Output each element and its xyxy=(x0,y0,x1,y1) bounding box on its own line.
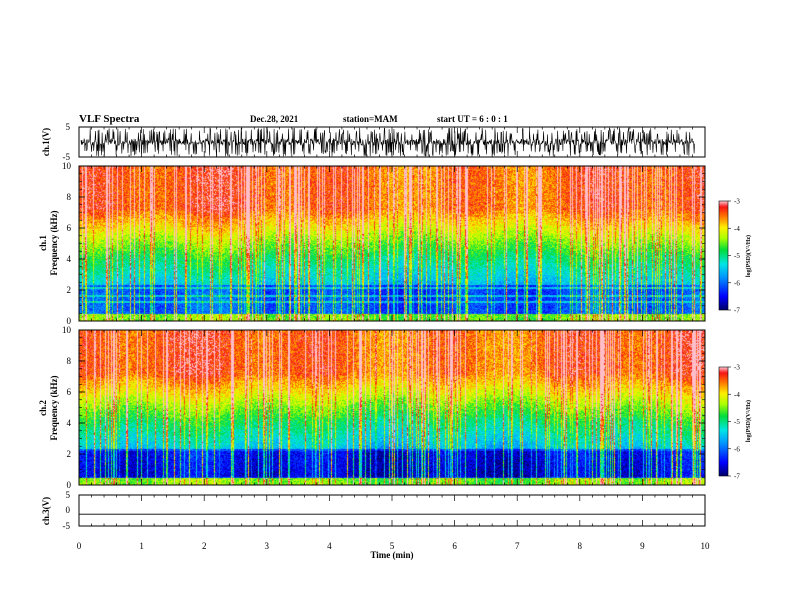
ch1-colorbar xyxy=(719,201,728,310)
colorbar-tick-label: -4 xyxy=(734,225,740,233)
x-tick-label: 7 xyxy=(515,541,520,551)
ch3-waveform-panel: 5 0 -5 ch.3(V) xyxy=(41,490,706,531)
x-axis-ticks xyxy=(78,127,706,526)
colorbar-tick-label: -6 xyxy=(734,445,740,453)
ch1-colorbar-label: log(PSD)(V²/Hz) xyxy=(745,235,752,277)
ch1-spectrogram-heatmap xyxy=(79,166,705,321)
ch1-spectrogram-ylabel: ch.1 xyxy=(38,235,48,251)
y-tick-label: 0 xyxy=(67,480,72,490)
ch3-ytick-top: 5 xyxy=(66,490,71,500)
colorbar-tick-label: -7 xyxy=(734,473,740,481)
ch1-ytick-top: 5 xyxy=(66,122,71,132)
ch3-ytick-mid: 0 xyxy=(66,505,71,515)
x-tick-label: 10 xyxy=(701,541,711,551)
ch1-waveform-ylabel: ch.1(V) xyxy=(41,128,51,156)
y-tick-label: 10 xyxy=(62,161,72,171)
ch1-waveform-trace xyxy=(80,127,696,157)
colorbar-tick-label: -5 xyxy=(734,418,740,426)
ch1-ytick-bottom: -5 xyxy=(63,152,71,162)
x-tick-label: 4 xyxy=(327,541,332,551)
colorbar-tick-label: -4 xyxy=(734,391,740,399)
x-tick-label: 1 xyxy=(139,541,144,551)
ch2-frequency-label: Frequency (kHz) xyxy=(49,375,59,440)
ch3-waveform-ylabel: ch.3(V) xyxy=(41,497,51,525)
y-tick-label: 6 xyxy=(67,387,72,397)
ch2-colorbar-label: log(PSD)(V²/Hz) xyxy=(745,400,752,442)
ch1-frequency-label: Frequency (kHz) xyxy=(49,210,59,275)
y-tick-label: 4 xyxy=(67,254,72,264)
ch3-ytick-bottom: -5 xyxy=(63,521,71,531)
x-tick-label: 6 xyxy=(452,541,457,551)
y-tick-label: 8 xyxy=(67,356,72,366)
y-tick-label: 0 xyxy=(67,316,72,326)
figure-title: VLF Spectra xyxy=(79,113,140,125)
colorbar-tick-label: -6 xyxy=(734,279,740,287)
start-time-label: start UT = 6 : 0 : 1 xyxy=(437,114,508,124)
x-tick-label: 9 xyxy=(640,541,645,551)
ch2-spectrogram-ylabel: ch.2 xyxy=(38,400,48,416)
y-tick-label: 10 xyxy=(62,325,72,335)
ch2-colorbar xyxy=(719,367,728,476)
colorbar-tick-label: -7 xyxy=(734,307,740,315)
ch1-waveform-panel: 5 -5 ch.1(V) xyxy=(41,122,706,162)
y-tick-label: 6 xyxy=(67,223,72,233)
y-tick-label: 2 xyxy=(67,449,72,459)
x-tick-label: 2 xyxy=(202,541,207,551)
ch1-waveform-path xyxy=(80,127,696,157)
x-tick-label: 3 xyxy=(265,541,270,551)
y-tick-label: 8 xyxy=(67,192,72,202)
y-tick-label: 4 xyxy=(67,418,72,428)
x-tick-label: 5 xyxy=(390,541,395,551)
x-tick-label: 8 xyxy=(578,541,583,551)
date-label: Dec.28, 2021 xyxy=(250,114,299,124)
ch2-spectrogram-heatmap xyxy=(79,330,705,485)
colorbar-tick-label: -5 xyxy=(734,252,740,260)
x-axis-tick-labels: 0 1 2 3 4 5 6 7 8 9 10 xyxy=(77,541,710,551)
x-axis-label: Time (min) xyxy=(370,550,413,560)
x-tick-label: 0 xyxy=(77,541,82,551)
station-label: station=MAM xyxy=(343,114,398,124)
colorbar-tick-label: -3 xyxy=(734,364,740,372)
colorbar-tick-label: -3 xyxy=(734,198,740,206)
y-tick-label: 2 xyxy=(67,285,72,295)
